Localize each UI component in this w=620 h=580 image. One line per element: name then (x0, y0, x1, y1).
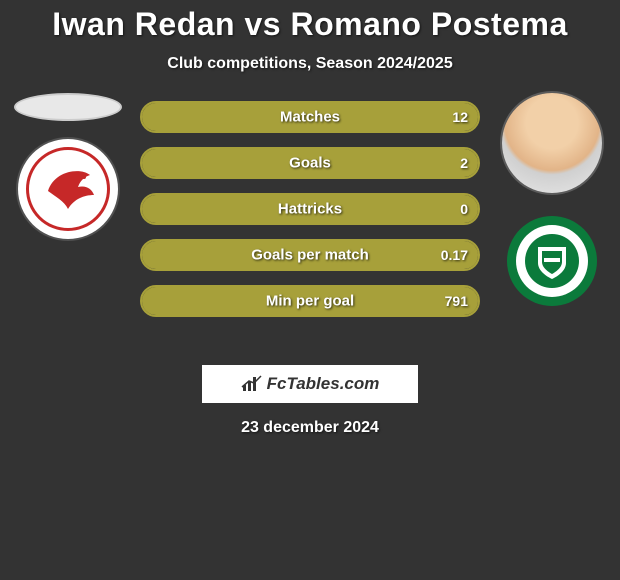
brand-box[interactable]: FcTables.com (202, 365, 418, 403)
right-club-logo (502, 211, 602, 311)
stat-label: Goals per match (251, 247, 369, 264)
stat-value-right: 2 (460, 155, 468, 171)
left-club-logo (18, 139, 118, 239)
left-player-placeholder (14, 93, 122, 121)
brand-label: FcTables.com (267, 374, 380, 394)
stat-label: Min per goal (266, 293, 354, 310)
stats-column: Matches 12 Goals 2 Hattricks 0 (140, 101, 480, 317)
stat-label: Goals (289, 155, 331, 172)
subtitle: Club competitions, Season 2024/2025 (0, 55, 620, 73)
comparison-area: Matches 12 Goals 2 Hattricks 0 (0, 93, 620, 353)
stat-row-goals: Goals 2 (140, 147, 480, 179)
stat-value-right: 0.17 (441, 247, 468, 263)
shield-icon (532, 241, 572, 281)
stat-value-right: 12 (452, 109, 468, 125)
stat-row-goals-per-match: Goals per match 0.17 (140, 239, 480, 271)
stat-value-right: 0 (460, 201, 468, 217)
stat-row-matches: Matches 12 (140, 101, 480, 133)
right-player-photo (502, 93, 602, 193)
bar-chart-icon (241, 375, 263, 393)
right-player-column (492, 93, 612, 311)
left-player-column (8, 93, 128, 239)
stat-label: Hattricks (278, 201, 342, 218)
stat-label: Matches (280, 109, 340, 126)
date-label: 23 december 2024 (0, 419, 620, 437)
stat-value-right: 791 (445, 293, 468, 309)
stat-row-hattricks: Hattricks 0 (140, 193, 480, 225)
bird-icon (40, 161, 96, 217)
stat-row-min-per-goal: Min per goal 791 (140, 285, 480, 317)
page-title: Iwan Redan vs Romano Postema (0, 6, 620, 43)
